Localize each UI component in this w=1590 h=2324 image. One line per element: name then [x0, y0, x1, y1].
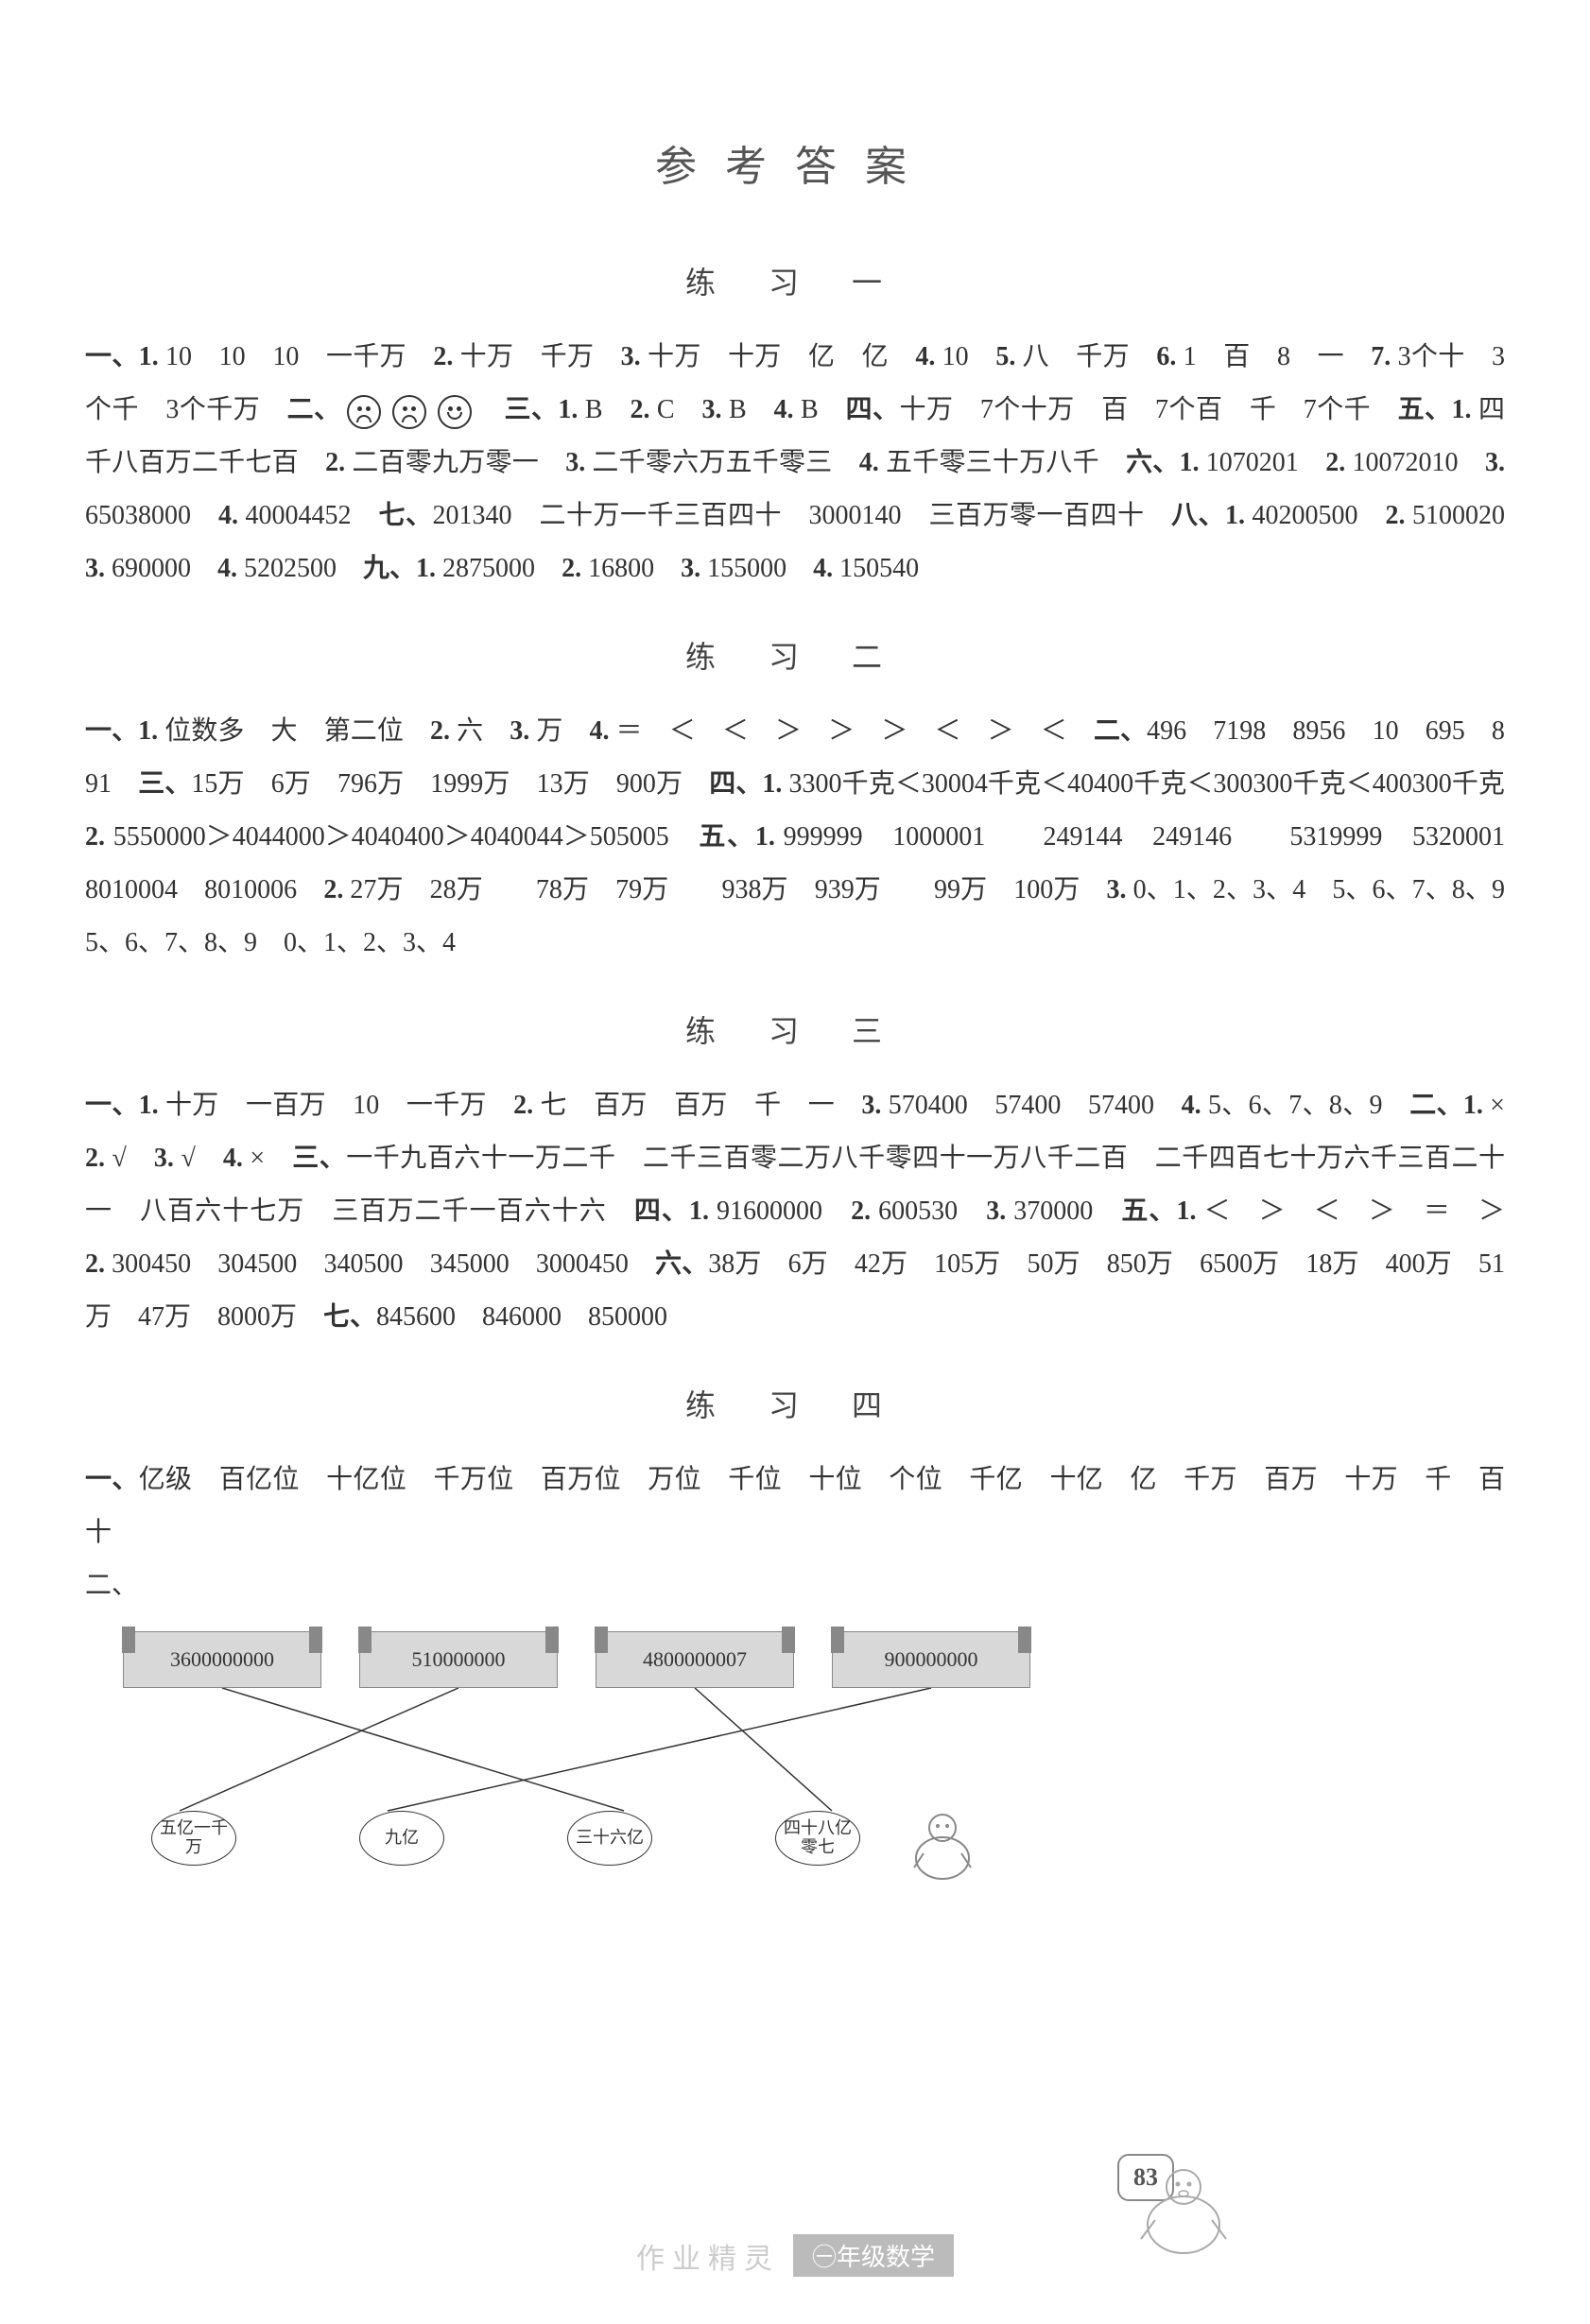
happy-face-icon [438, 395, 472, 429]
seal-icon [909, 1801, 976, 1886]
section-2-heading: 练 习 二 [85, 633, 1505, 677]
section-4-heading: 练 习 四 [85, 1382, 1505, 1425]
page-title: 参考答案 [85, 132, 1505, 193]
section-3-content: 一、1. 十万 一百万 10 一千万 2. 七 百万 百万 千 一 3. 570… [85, 1079, 1505, 1344]
number-box-1: 510000000 [359, 1631, 558, 1688]
section-4-sub: 二、 [85, 1559, 1505, 1612]
number-box-3: 900000000 [832, 1631, 1030, 1688]
section-1-heading: 练 习 一 [85, 259, 1505, 302]
matching-diagram: 36000000005100000004800000007900000000 五… [85, 1631, 1505, 1896]
page-footer: 作业精灵 ㊀年级数学 [0, 2234, 1590, 2277]
section-1-content: 一、1. 10 10 10 一千万 2. 十万 千万 3. 十万 十万 亿 亿 … [85, 331, 1505, 595]
section-3-heading: 练 习 三 [85, 1007, 1505, 1051]
section-4-content: 一、亿级 百亿位 十亿位 千万位 百万位 万位 千位 十位 个位 千亿 十亿 亿… [85, 1454, 1505, 1559]
section-2-content: 一、1. 位数多 大 第二位 2. 六 3. 万 4. ＝ ＜ ＜ ＞ ＞ ＞ … [85, 705, 1505, 970]
sad-face-icon [347, 395, 381, 429]
sad-face-icon [392, 395, 426, 429]
footer-watermark: 作业精灵 [636, 2235, 780, 2277]
number-box-2: 4800000007 [596, 1631, 794, 1688]
number-box-0: 3600000000 [123, 1631, 321, 1688]
footer-grade-badge: ㊀年级数学 [793, 2234, 954, 2277]
